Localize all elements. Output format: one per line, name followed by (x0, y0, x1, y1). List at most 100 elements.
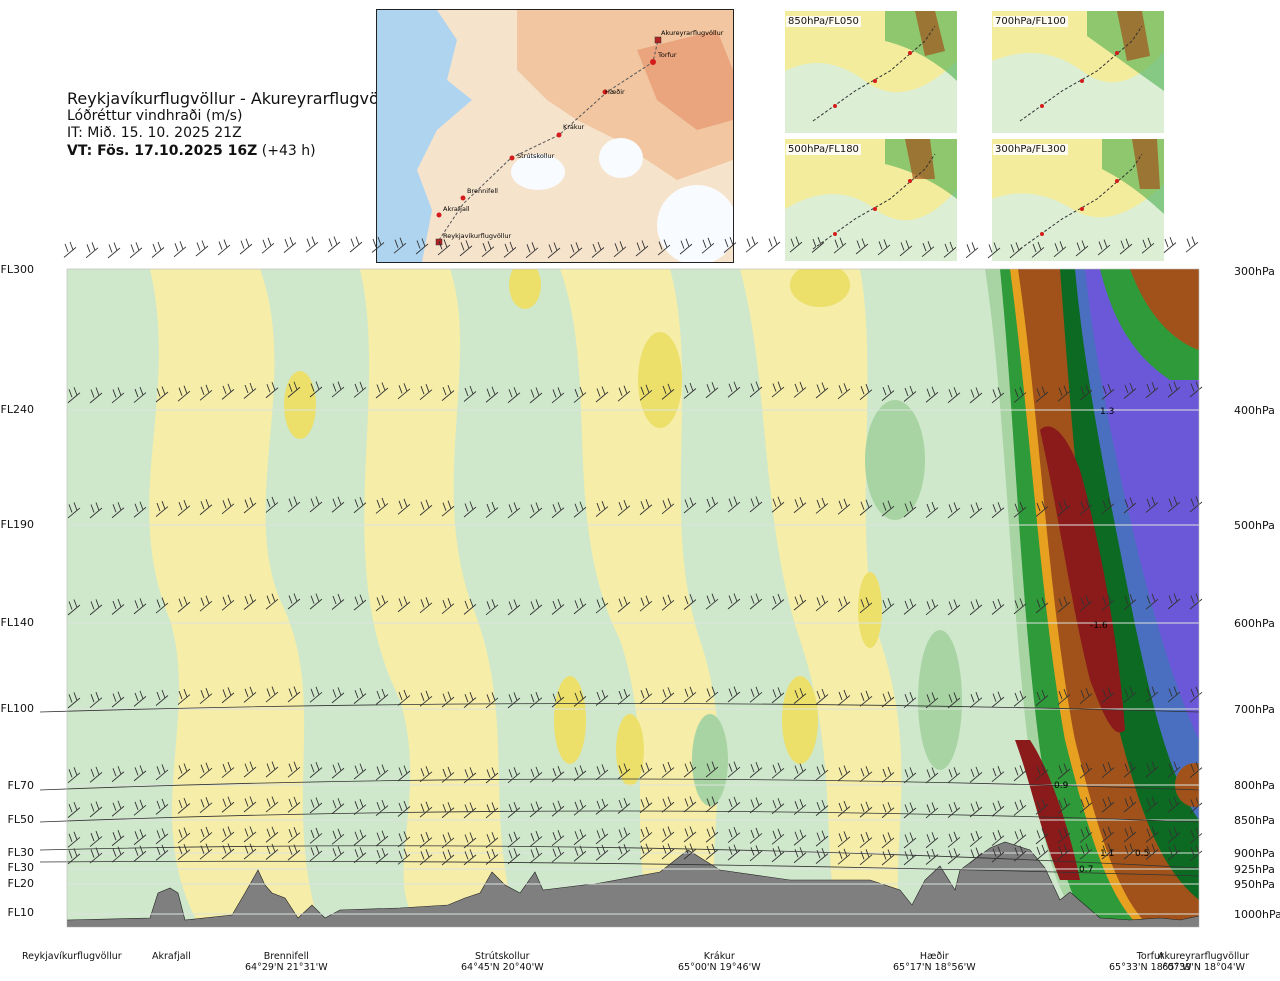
wind-barb (463, 691, 477, 709)
wind-barb (1035, 764, 1049, 781)
wind-barb (529, 502, 543, 519)
wind-barb (837, 498, 851, 515)
wind-barb (573, 598, 587, 615)
wind-barb (353, 799, 367, 816)
wind-barb (639, 826, 653, 843)
wind-barb (1013, 690, 1027, 707)
wind-barb (1013, 845, 1027, 862)
route-label-2: Hæðir (605, 88, 625, 96)
wind-barb (749, 381, 763, 398)
wind-barb (177, 827, 191, 844)
wind-barb (991, 502, 1005, 519)
wind-barb (353, 687, 367, 704)
wind-barb (727, 761, 741, 778)
wind-barb (573, 501, 587, 518)
wind-barb (529, 692, 543, 709)
station-coord: 64°29'N 21°31'W (245, 962, 328, 973)
station-coord: 64°45'N 20°40'W (461, 962, 544, 973)
wind-barb (1035, 597, 1049, 614)
route-label-0: Akureyrarflugvöllur (661, 29, 724, 37)
wind-barb (155, 500, 169, 517)
wind-barb (855, 238, 869, 255)
wind-barb (705, 593, 719, 610)
wind-barb (265, 593, 279, 610)
wind-barb (151, 241, 165, 258)
route-label-6: Akrafjall (443, 205, 470, 213)
wind-barb (397, 383, 411, 400)
wind-barb (1079, 384, 1093, 401)
wind-barb (1031, 241, 1045, 258)
wind-barb (991, 691, 1005, 708)
wind-barb (661, 761, 675, 778)
wind-barb (1189, 381, 1203, 398)
wind-barb (529, 830, 543, 847)
wind-barb (441, 598, 455, 615)
wind-barb (265, 686, 279, 703)
wind-barb (551, 800, 565, 817)
wind-barb (353, 594, 367, 611)
wind-barb (199, 826, 213, 843)
wind-barb (309, 381, 323, 398)
wind-barb (701, 237, 715, 254)
wind-barb (393, 237, 407, 254)
wind-barb (485, 501, 499, 518)
wind-barb (283, 236, 297, 253)
wind-barb (749, 761, 763, 778)
wind-barb (309, 686, 323, 703)
wind-barb (221, 383, 235, 400)
wind-barb (991, 830, 1005, 847)
wind-barb (551, 387, 565, 404)
wind-barb (419, 831, 433, 848)
wind-barb (1079, 595, 1093, 612)
wind-barb (595, 689, 609, 706)
wind-barb (573, 845, 587, 862)
wind-barb (969, 766, 983, 783)
wind-barb (111, 830, 125, 847)
wind-barb (815, 688, 829, 705)
station-label: Reykjavíkurflugvöllur (22, 951, 122, 962)
wind-barb (507, 767, 521, 784)
wind-barb (705, 796, 719, 813)
wind-barb (881, 384, 895, 401)
wind-barb (287, 593, 301, 610)
wind-barb (1079, 826, 1093, 843)
wind-barb (375, 799, 389, 816)
level-lines (67, 409, 1199, 915)
station-label: Brennifell 64°29'N 21°31'W (245, 951, 328, 973)
wind-barb (441, 766, 455, 783)
wind-barb (243, 382, 257, 399)
wind-barb (705, 382, 719, 399)
chart-subtitle: Lóðréttur vindhraði (m/s) (67, 107, 243, 124)
route-point (650, 59, 656, 65)
wind-barb (881, 500, 895, 517)
wind-barb (595, 798, 609, 815)
wind-barb (1189, 686, 1203, 703)
annotation: 1.3 (1100, 407, 1114, 417)
wind-barb (771, 828, 785, 845)
wind-barb (1167, 796, 1181, 813)
wind-barb (749, 797, 763, 814)
wind-barb (1145, 496, 1159, 513)
wind-barb (837, 383, 851, 400)
wind-barb (463, 767, 477, 784)
wind-barb (375, 595, 389, 612)
wind-barb (529, 847, 543, 864)
wind-barb (1185, 236, 1199, 253)
wind-barb (441, 384, 455, 401)
wind-barb (221, 498, 235, 515)
wind-barb (1101, 761, 1115, 778)
wind-barb (1079, 762, 1093, 779)
wind-barb (547, 242, 561, 259)
wind-barb (943, 241, 957, 258)
wind-barb (265, 382, 279, 399)
field-cell (782, 676, 818, 764)
wind-barb (815, 799, 829, 816)
fl-label: FL140 (0, 616, 34, 629)
wind-barb (221, 826, 235, 843)
wind-barb (1035, 798, 1049, 815)
wind-barb (485, 832, 499, 849)
wind-barb (1057, 763, 1071, 780)
wind-barb (1167, 381, 1181, 398)
wind-barb (881, 849, 895, 866)
